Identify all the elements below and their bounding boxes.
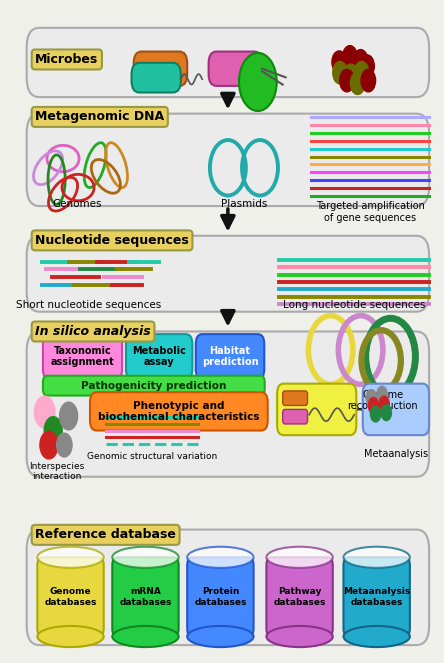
FancyBboxPatch shape <box>344 558 410 636</box>
FancyBboxPatch shape <box>27 28 429 97</box>
Text: Genomic structural variation: Genomic structural variation <box>87 452 217 461</box>
FancyBboxPatch shape <box>27 113 429 206</box>
Circle shape <box>349 58 364 80</box>
FancyBboxPatch shape <box>209 52 262 86</box>
Ellipse shape <box>266 547 333 568</box>
Text: Pathogenicity prediction: Pathogenicity prediction <box>81 381 226 391</box>
FancyBboxPatch shape <box>187 558 254 636</box>
FancyBboxPatch shape <box>126 334 192 379</box>
Ellipse shape <box>187 547 254 568</box>
Circle shape <box>59 402 78 430</box>
Ellipse shape <box>37 626 104 647</box>
Circle shape <box>57 433 72 457</box>
Text: Interspecies
interaction: Interspecies interaction <box>29 461 84 481</box>
Circle shape <box>354 62 369 84</box>
Circle shape <box>333 62 347 84</box>
FancyBboxPatch shape <box>131 63 181 93</box>
Circle shape <box>353 50 368 72</box>
Ellipse shape <box>344 626 410 647</box>
FancyBboxPatch shape <box>43 376 265 396</box>
Text: Metaanalysis: Metaanalysis <box>364 449 428 459</box>
Text: In silico analysis: In silico analysis <box>35 325 151 338</box>
Circle shape <box>239 53 277 111</box>
Text: Pathway
databases: Pathway databases <box>274 587 326 607</box>
FancyBboxPatch shape <box>196 334 264 379</box>
Text: Reference database: Reference database <box>35 528 176 542</box>
Circle shape <box>34 396 55 428</box>
FancyBboxPatch shape <box>90 392 268 430</box>
FancyBboxPatch shape <box>277 384 357 435</box>
Text: Metaanalysis
databases: Metaanalysis databases <box>343 587 410 607</box>
Circle shape <box>377 387 387 402</box>
FancyBboxPatch shape <box>27 530 429 645</box>
Text: Protein
databases: Protein databases <box>194 587 246 607</box>
Text: Short nucleotide sequences: Short nucleotide sequences <box>16 300 161 310</box>
Text: Plasmids: Plasmids <box>221 200 267 210</box>
Circle shape <box>379 396 389 412</box>
Ellipse shape <box>187 626 254 647</box>
Circle shape <box>340 70 354 92</box>
Circle shape <box>360 55 374 78</box>
Circle shape <box>369 398 379 413</box>
Circle shape <box>361 70 376 92</box>
FancyBboxPatch shape <box>266 558 333 636</box>
Circle shape <box>44 416 62 444</box>
Text: Nucleotide sequences: Nucleotide sequences <box>35 234 189 247</box>
FancyBboxPatch shape <box>134 52 187 86</box>
FancyBboxPatch shape <box>112 558 178 636</box>
Circle shape <box>350 72 365 95</box>
FancyBboxPatch shape <box>363 384 429 435</box>
Circle shape <box>344 64 358 87</box>
Text: Metagenomic DNA: Metagenomic DNA <box>35 111 164 123</box>
FancyBboxPatch shape <box>43 334 122 379</box>
Ellipse shape <box>112 547 178 568</box>
Circle shape <box>332 51 346 74</box>
Ellipse shape <box>344 547 410 568</box>
Text: Genomes: Genomes <box>52 200 102 210</box>
Text: Genome
reconstruction: Genome reconstruction <box>348 390 418 411</box>
Ellipse shape <box>266 626 333 647</box>
Text: Targeted amplification
of gene sequences: Targeted amplification of gene sequences <box>316 202 424 223</box>
Text: Metabolic
assay: Metabolic assay <box>132 346 186 367</box>
FancyBboxPatch shape <box>27 332 429 477</box>
Text: Long nucleotide sequences: Long nucleotide sequences <box>283 300 425 310</box>
FancyBboxPatch shape <box>27 236 429 312</box>
Circle shape <box>366 390 377 406</box>
Text: mRNA
databases: mRNA databases <box>119 587 172 607</box>
FancyBboxPatch shape <box>37 558 104 636</box>
Text: Microbes: Microbes <box>35 53 99 66</box>
Circle shape <box>381 405 392 420</box>
FancyBboxPatch shape <box>283 410 308 424</box>
Circle shape <box>370 406 381 422</box>
Circle shape <box>338 56 353 79</box>
Circle shape <box>343 46 357 68</box>
Text: Habitat
prediction: Habitat prediction <box>202 346 258 367</box>
Circle shape <box>40 431 58 459</box>
Ellipse shape <box>112 626 178 647</box>
Ellipse shape <box>37 547 104 568</box>
Text: Genome
databases: Genome databases <box>44 587 97 607</box>
Text: Phenotypic and
biochemical characteristics: Phenotypic and biochemical characteristi… <box>98 400 259 422</box>
Text: Taxonomic
assignment: Taxonomic assignment <box>51 346 115 367</box>
FancyBboxPatch shape <box>283 391 308 406</box>
